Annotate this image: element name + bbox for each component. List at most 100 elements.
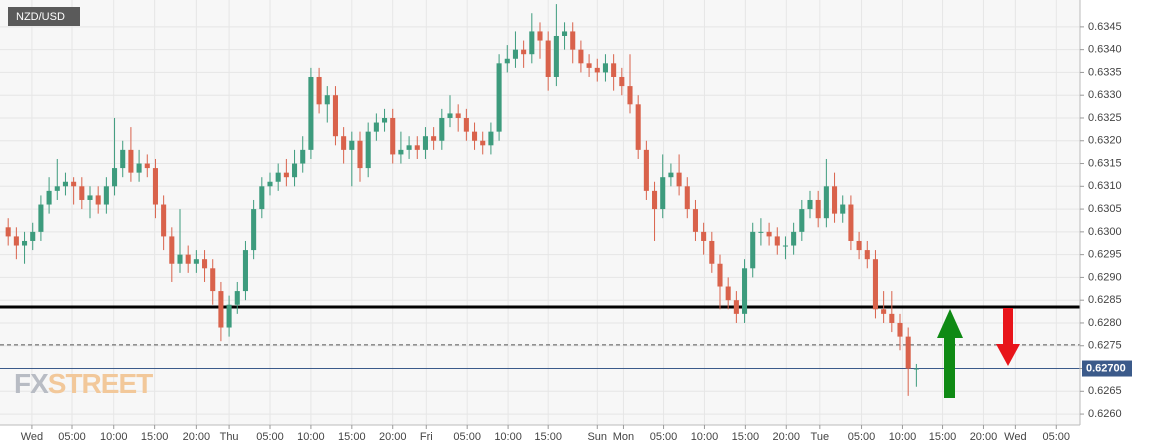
candle-body [144, 163, 150, 169]
candle-body [283, 172, 289, 178]
x-tick-label: Tue [811, 431, 830, 443]
candle-body [782, 245, 788, 247]
x-tick-label: 15:00 [732, 431, 760, 443]
candle-body [660, 177, 666, 210]
title-box [8, 7, 80, 26]
candle-body [193, 259, 199, 264]
x-tick-label: Fri [420, 431, 433, 443]
y-tick-label: 0.6315 [1088, 157, 1122, 169]
x-tick-label: 20:00 [970, 431, 998, 443]
candle-body [382, 117, 388, 123]
candle-body [562, 31, 568, 36]
candle-body [316, 76, 322, 105]
candle-body [856, 240, 862, 251]
candles [5, 4, 919, 396]
candle-body [54, 186, 60, 191]
x-tick-label: 15:00 [929, 431, 957, 443]
y-tick-label: 0.6300 [1088, 226, 1122, 238]
last-price-label: 0.62700 [1086, 362, 1126, 374]
candle-body [5, 227, 11, 237]
candle-body [889, 313, 895, 323]
candle-body [791, 231, 797, 246]
x-tick-label: 10:00 [100, 431, 128, 443]
candle-body [701, 231, 707, 241]
candle-body [390, 117, 396, 155]
x-tick-label: 05:00 [58, 431, 86, 443]
candle-body [627, 86, 633, 105]
candle-body [234, 291, 240, 305]
candle-body [398, 149, 404, 155]
candle-body [62, 181, 68, 187]
candle-body [422, 136, 428, 150]
buy-arrow [937, 309, 963, 398]
candle-body [406, 145, 412, 150]
candle-body [202, 259, 208, 269]
candle-body [570, 31, 576, 50]
candle-body [455, 113, 461, 118]
candle-body [832, 186, 838, 214]
candle-body [226, 304, 232, 328]
x-tick-label: 10:00 [297, 431, 325, 443]
x-tick-label: 20:00 [183, 431, 211, 443]
chart-title: NZD/USD [16, 11, 65, 23]
y-tick-label: 0.6285 [1088, 294, 1122, 306]
candle-body [46, 190, 52, 205]
candle-body [635, 104, 641, 150]
candle-body [349, 140, 355, 150]
candle-body [472, 131, 478, 141]
candle-body [521, 49, 527, 55]
candle-body [766, 231, 772, 237]
candle-body [488, 131, 494, 146]
candle-body [218, 291, 224, 328]
candle-body [758, 231, 764, 233]
candle-body [684, 186, 690, 210]
candle-body [275, 172, 281, 182]
candle-body [692, 209, 698, 232]
x-tick-label: 20:00 [773, 431, 801, 443]
x-tick-label: Mon [613, 431, 634, 443]
candle-body [414, 145, 420, 150]
candle-body [439, 117, 445, 141]
x-tick-label: 15:00 [141, 431, 169, 443]
candle-body [341, 136, 347, 150]
candle-body [840, 204, 846, 214]
candle-body [807, 199, 813, 210]
candle-body [95, 195, 101, 205]
watermark-suffix: STREET [48, 368, 153, 399]
candle-body [152, 168, 158, 205]
candle-body [537, 31, 543, 41]
candle-body [652, 190, 658, 210]
candle-body [864, 250, 870, 260]
y-tick-label: 0.6260 [1088, 408, 1122, 420]
y-tick-label: 0.6330 [1088, 89, 1122, 101]
candle-body [594, 67, 600, 73]
x-tick-label: 10:00 [691, 431, 719, 443]
candle-body [676, 172, 682, 187]
candle-body [30, 231, 36, 241]
candle-body [128, 149, 134, 173]
y-tick-label: 0.6335 [1088, 66, 1122, 78]
candle-body [750, 231, 756, 269]
y-tick-label: 0.6295 [1088, 249, 1122, 261]
candle-body [365, 131, 371, 169]
candle-body [742, 268, 748, 314]
candle-body [87, 195, 93, 200]
candle-body [259, 186, 265, 210]
candle-body [332, 95, 338, 137]
x-tick-label: 15:00 [338, 431, 366, 443]
y-tick-label: 0.6290 [1088, 271, 1122, 283]
candle-body [553, 35, 559, 77]
candle-body [717, 263, 723, 287]
x-tick-label: 05:00 [848, 431, 876, 443]
candle-body [881, 309, 887, 314]
candle-body [161, 204, 167, 237]
candle-body [480, 140, 486, 146]
candle-body [823, 186, 829, 219]
candle-body [643, 149, 649, 191]
candle-body [38, 204, 44, 232]
candle-body [496, 63, 502, 132]
candle-body [619, 76, 625, 87]
arrow-head [996, 344, 1020, 366]
candle-body [905, 336, 911, 369]
